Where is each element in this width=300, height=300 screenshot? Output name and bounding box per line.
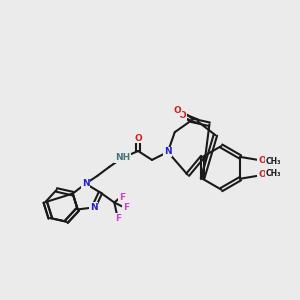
Text: CH₃: CH₃ — [265, 158, 281, 166]
Text: F: F — [123, 203, 129, 212]
Text: O: O — [258, 170, 266, 179]
Text: F: F — [115, 214, 122, 223]
Text: N: N — [82, 179, 89, 188]
Text: N: N — [90, 203, 97, 212]
Text: O: O — [134, 134, 142, 142]
Text: NH: NH — [115, 153, 130, 162]
Text: N: N — [164, 148, 172, 157]
Text: F: F — [119, 193, 125, 202]
Text: O: O — [179, 111, 187, 120]
Text: O: O — [174, 106, 182, 115]
Text: CH₃: CH₃ — [265, 169, 281, 178]
Text: O: O — [258, 156, 266, 165]
